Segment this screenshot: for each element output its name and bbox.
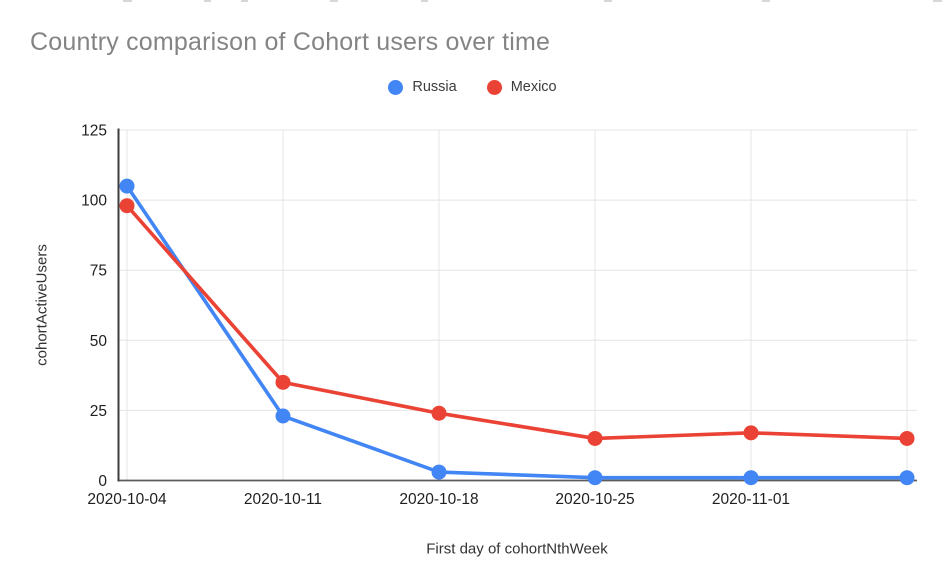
y-tick-label: 0 — [98, 473, 107, 490]
russia-data-point[interactable] — [899, 470, 915, 486]
russia-data-point[interactable] — [431, 464, 447, 480]
russia-series-dot-icon — [388, 79, 404, 95]
mexico-data-point[interactable] — [431, 405, 447, 421]
legend-item-russia[interactable]: Russia — [388, 79, 457, 95]
cropped-content-artifact — [330, 0, 338, 2]
y-tick-label: 75 — [90, 263, 107, 280]
cropped-content-artifact — [241, 0, 248, 2]
russia-data-point[interactable] — [587, 470, 603, 486]
cropped-content-artifact — [123, 0, 132, 2]
cropped-content-artifact — [933, 0, 942, 2]
mexico-series-dot-icon — [486, 79, 502, 95]
legend-label-mexico: Mexico — [510, 79, 557, 95]
chart-title: Country comparison of Cohort users over … — [30, 28, 551, 56]
x-tick-label: 2020-10-04 — [87, 491, 167, 508]
x-tick-label: 2020-11-01 — [712, 491, 790, 508]
russia-data-point[interactable] — [275, 408, 291, 424]
mexico-series-line — [125, 203, 909, 441]
legend: Russia Mexico — [0, 79, 945, 95]
cropped-content-artifact — [421, 0, 428, 2]
mexico-data-point[interactable] — [275, 374, 291, 390]
russia-series-line — [125, 184, 909, 480]
mexico-data-point[interactable] — [119, 198, 135, 214]
x-tick-label: 2020-10-25 — [555, 491, 634, 508]
russia-data-point[interactable] — [743, 470, 759, 486]
y-tick-label: 100 — [81, 193, 107, 210]
legend-label-russia: Russia — [412, 79, 457, 95]
x-tick-label: 2020-10-11 — [244, 491, 322, 508]
cropped-content-artifact — [762, 0, 770, 2]
x-axis-title: First day of cohortNthWeek — [426, 540, 608, 558]
y-tick-label: 50 — [90, 333, 108, 350]
legend-item-mexico[interactable]: Mexico — [486, 79, 557, 95]
y-tick-label: 25 — [90, 403, 107, 420]
cropped-content-artifact — [204, 0, 211, 2]
cropped-content-artifact — [604, 0, 612, 2]
mexico-data-point[interactable] — [743, 425, 759, 441]
x-tick-label: 2020-10-18 — [399, 491, 478, 508]
y-tick-label: 125 — [81, 123, 107, 140]
russia-data-point[interactable] — [119, 178, 135, 194]
mexico-data-point[interactable] — [587, 430, 603, 446]
mexico-data-point[interactable] — [899, 430, 915, 446]
